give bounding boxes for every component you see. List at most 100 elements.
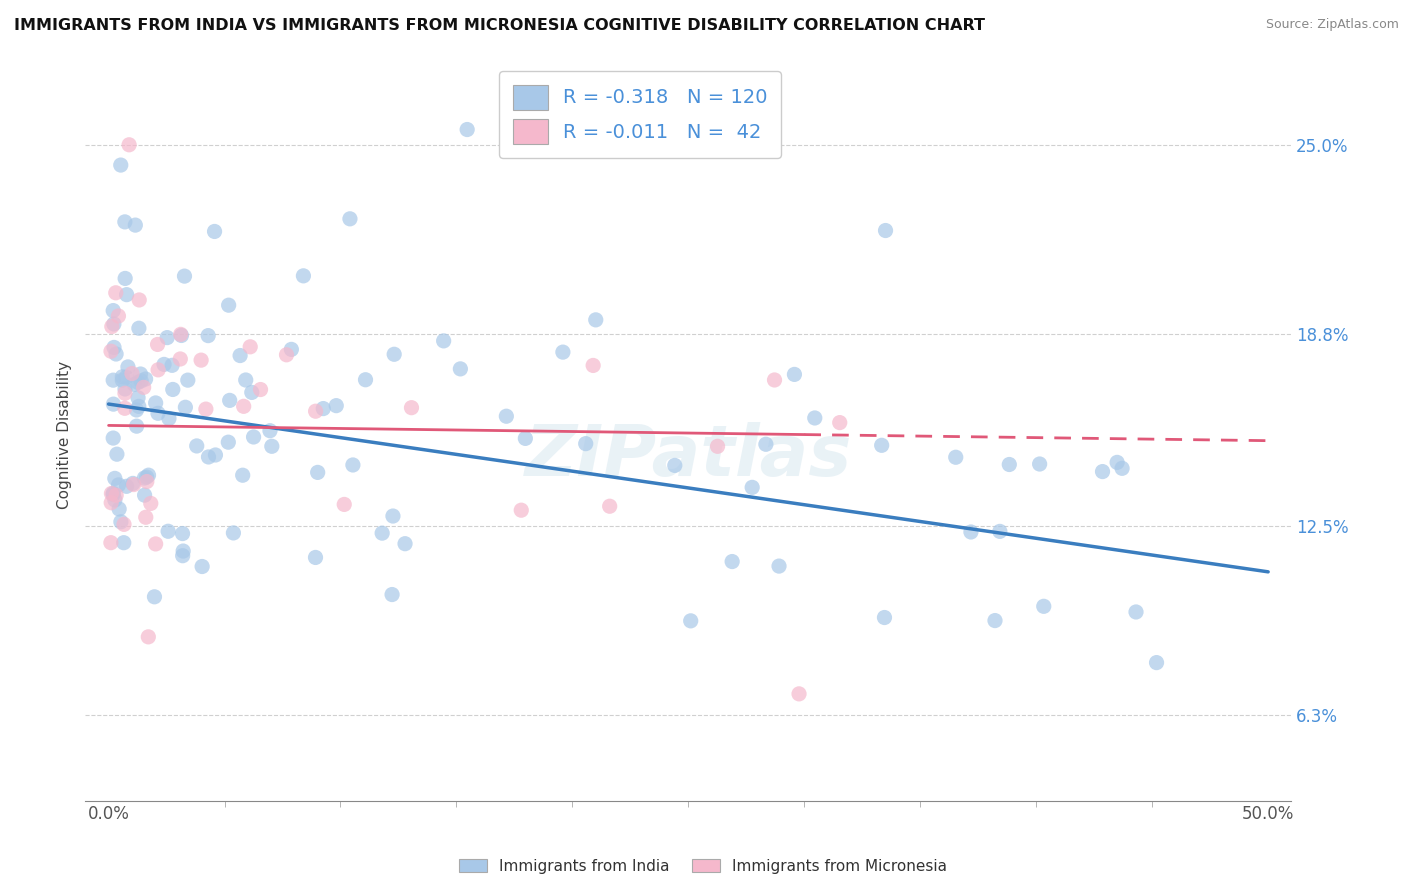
Point xyxy=(170,328,193,343)
Point xyxy=(276,348,298,362)
Point xyxy=(312,401,335,416)
Point xyxy=(105,447,128,461)
Point xyxy=(217,435,239,450)
Point xyxy=(575,436,598,450)
Point xyxy=(114,386,136,401)
Point xyxy=(706,439,728,453)
Point xyxy=(107,478,129,492)
Point xyxy=(190,353,212,368)
Point xyxy=(803,411,825,425)
Point xyxy=(1028,457,1050,471)
Point xyxy=(755,437,778,451)
Point xyxy=(1091,465,1114,479)
Point xyxy=(249,383,271,397)
Point xyxy=(111,373,134,387)
Point xyxy=(100,535,122,549)
Point xyxy=(124,218,146,232)
Point xyxy=(104,492,127,507)
Point xyxy=(242,430,264,444)
Point xyxy=(232,400,254,414)
Point xyxy=(146,337,169,351)
Point xyxy=(945,450,967,465)
Point xyxy=(115,370,138,384)
Point xyxy=(162,383,184,397)
Point xyxy=(114,382,136,396)
Point xyxy=(103,373,125,387)
Text: Source: ZipAtlas.com: Source: ZipAtlas.com xyxy=(1265,18,1399,31)
Point xyxy=(204,448,226,462)
Point xyxy=(128,293,150,307)
Point xyxy=(371,526,394,541)
Point xyxy=(873,610,896,624)
Point xyxy=(551,345,574,359)
Point xyxy=(172,544,194,558)
Point xyxy=(114,271,136,285)
Point xyxy=(218,298,240,312)
Point xyxy=(679,614,702,628)
Point xyxy=(172,549,194,563)
Point xyxy=(280,343,302,357)
Point xyxy=(135,372,157,386)
Point xyxy=(128,321,150,335)
Point xyxy=(1146,656,1168,670)
Point xyxy=(676,137,699,152)
Point xyxy=(127,376,149,390)
Point xyxy=(125,403,148,417)
Point xyxy=(1107,455,1129,469)
Point xyxy=(197,328,219,343)
Point xyxy=(104,285,127,300)
Point xyxy=(988,524,1011,539)
Point xyxy=(103,486,125,500)
Point xyxy=(381,509,404,524)
Point xyxy=(153,358,176,372)
Point xyxy=(103,303,125,318)
Point xyxy=(218,393,240,408)
Point xyxy=(394,537,416,551)
Point xyxy=(333,498,356,512)
Point xyxy=(173,269,195,284)
Point xyxy=(103,397,125,411)
Point xyxy=(132,380,155,394)
Point xyxy=(112,517,135,532)
Point xyxy=(456,122,478,136)
Point xyxy=(741,480,763,494)
Point xyxy=(103,317,125,331)
Point xyxy=(177,373,200,387)
Point xyxy=(191,559,214,574)
Point xyxy=(146,363,169,377)
Point xyxy=(515,431,537,445)
Point xyxy=(107,309,129,323)
Point xyxy=(984,614,1007,628)
Point xyxy=(127,391,149,405)
Point xyxy=(510,503,533,517)
Point xyxy=(160,359,183,373)
Point xyxy=(325,399,347,413)
Point xyxy=(197,450,219,464)
Point xyxy=(122,476,145,491)
Point xyxy=(128,400,150,414)
Point xyxy=(103,340,125,354)
Point xyxy=(105,347,128,361)
Point xyxy=(307,466,329,480)
Point xyxy=(110,515,132,529)
Point xyxy=(157,524,180,539)
Point xyxy=(101,319,124,334)
Point xyxy=(239,340,262,354)
Point xyxy=(222,525,245,540)
Point xyxy=(870,438,893,452)
Point xyxy=(172,526,194,541)
Point xyxy=(721,555,744,569)
Point xyxy=(114,215,136,229)
Point xyxy=(260,439,283,453)
Point xyxy=(135,475,157,489)
Point xyxy=(156,330,179,344)
Point xyxy=(108,502,131,516)
Point xyxy=(111,369,134,384)
Point xyxy=(146,406,169,420)
Point xyxy=(1032,599,1054,614)
Point xyxy=(139,496,162,510)
Point xyxy=(125,419,148,434)
Point xyxy=(433,334,456,348)
Point xyxy=(582,359,605,373)
Point xyxy=(117,359,139,374)
